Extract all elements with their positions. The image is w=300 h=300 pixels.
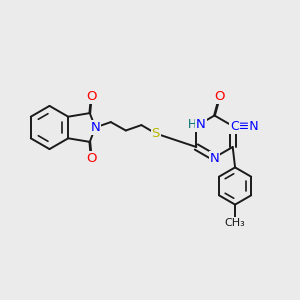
Text: O: O <box>86 90 97 103</box>
Text: CH₃: CH₃ <box>225 218 245 228</box>
Text: N: N <box>90 121 100 134</box>
Text: N: N <box>196 118 206 131</box>
Text: O: O <box>86 152 97 165</box>
Text: C≡N: C≡N <box>230 119 258 133</box>
Text: O: O <box>214 90 224 103</box>
Text: H: H <box>188 118 197 131</box>
Text: N: N <box>210 152 219 166</box>
Text: S: S <box>152 127 160 140</box>
